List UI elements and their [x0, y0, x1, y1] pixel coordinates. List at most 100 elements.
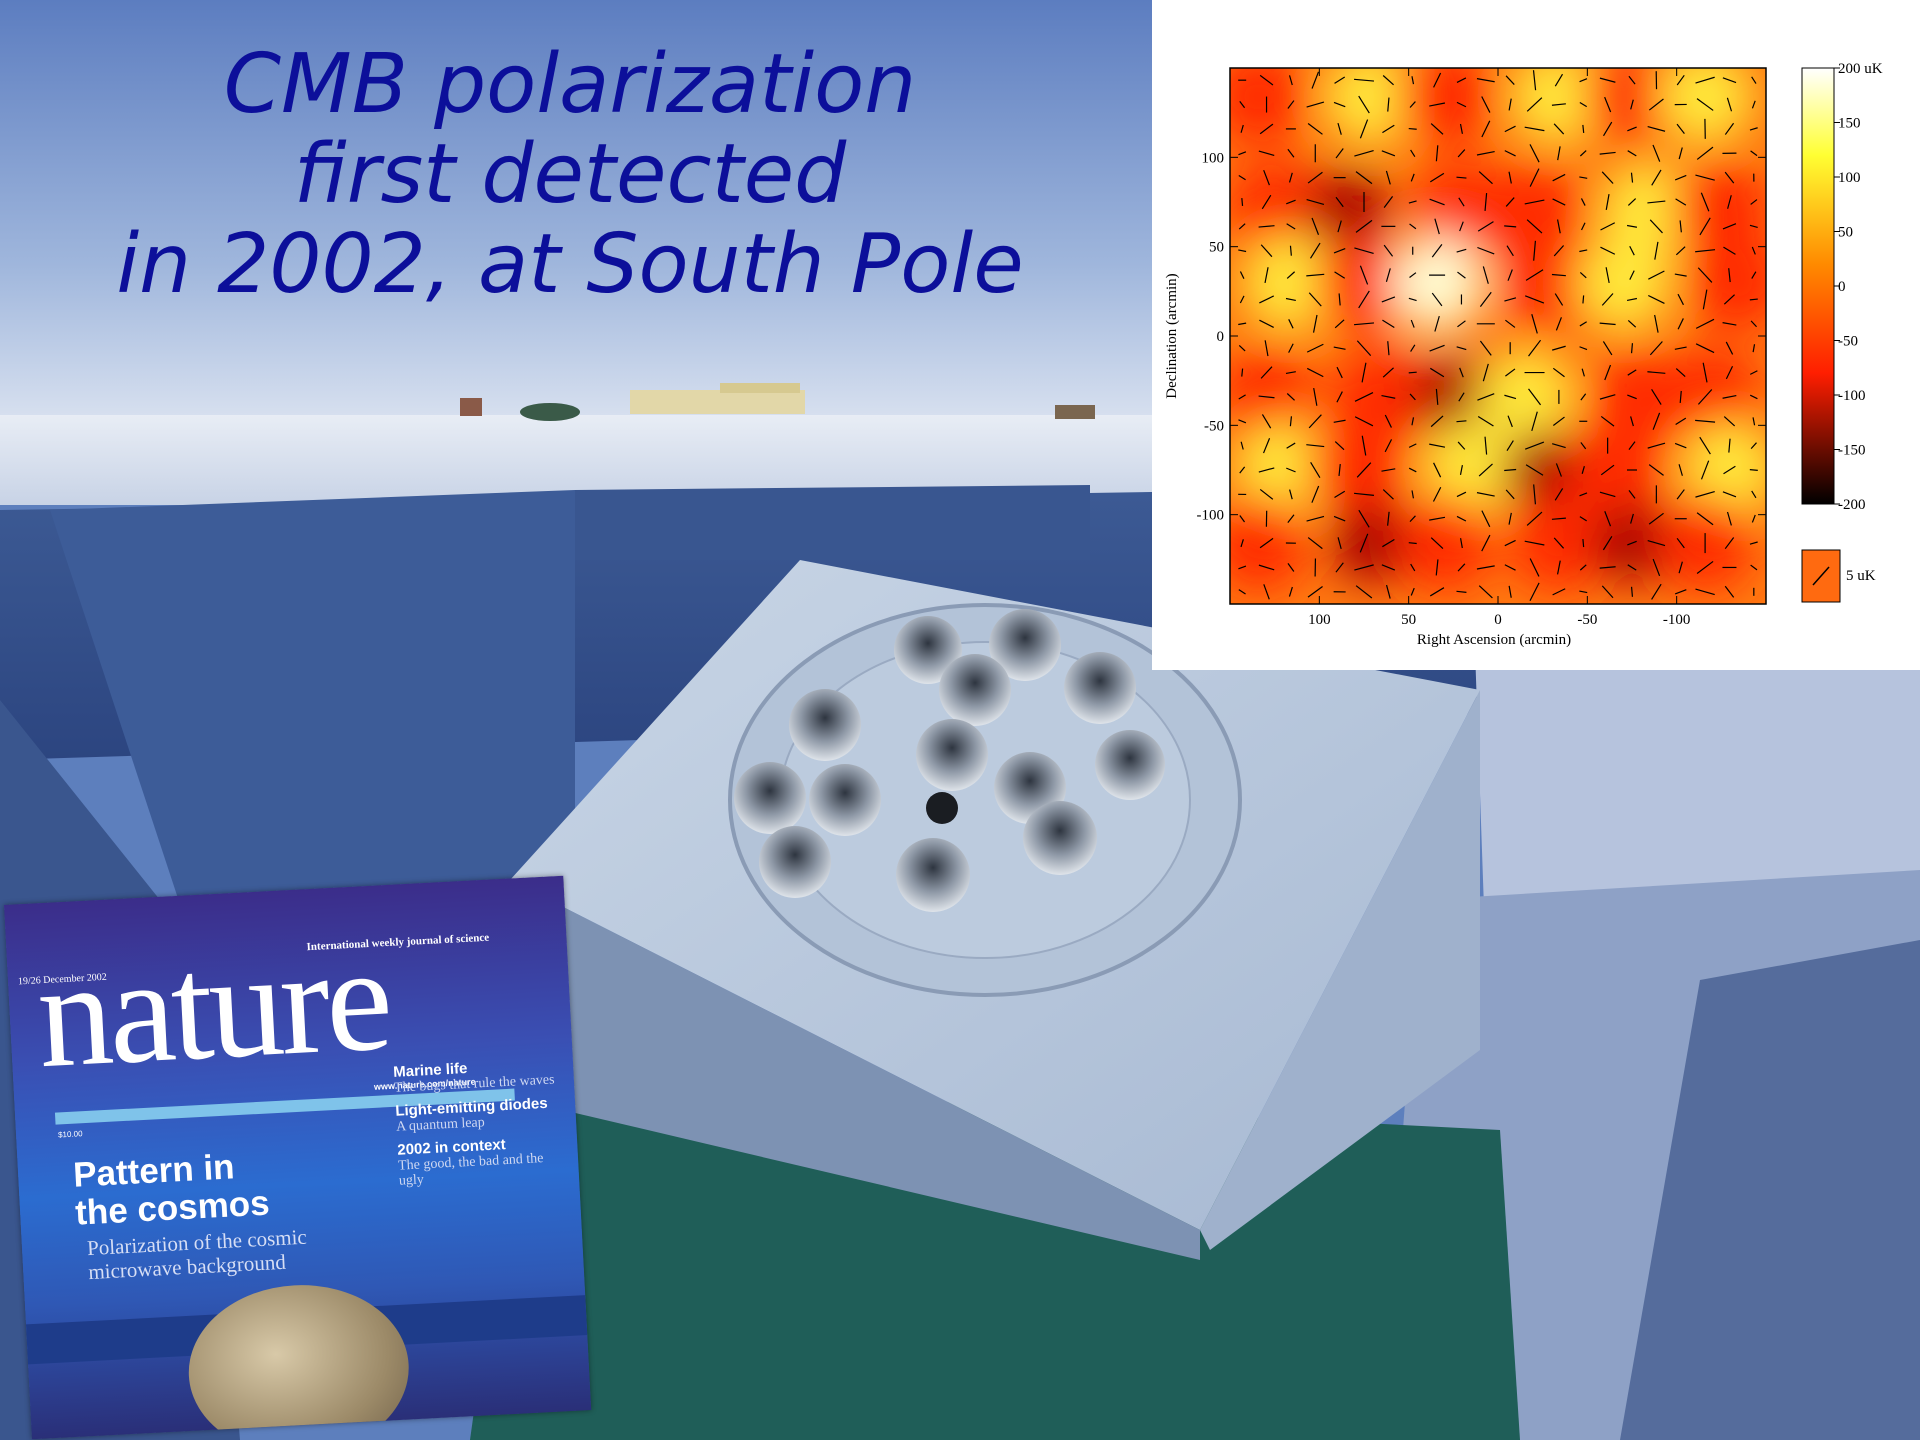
- title-line-1: CMB polarization: [223, 37, 917, 132]
- polarization-vector: [1430, 415, 1444, 428]
- map-patch: [1234, 422, 1331, 518]
- polarization-vector: [1478, 463, 1493, 477]
- polarization-vector: [1433, 462, 1442, 478]
- polarization-vector: [1261, 194, 1272, 210]
- polarization-vector: [1724, 585, 1735, 598]
- y-tick-label: -100: [1197, 508, 1225, 524]
- polarization-vector: [1531, 314, 1538, 334]
- polarization-vector: [1308, 414, 1322, 429]
- polarization-vector: [1579, 271, 1587, 279]
- polarization-vector: [1697, 267, 1713, 283]
- polarization-vector: [1333, 515, 1346, 522]
- polarization-vector: [1337, 220, 1342, 233]
- polarization-vector: [1524, 295, 1545, 304]
- polarization-vector: [1528, 388, 1542, 406]
- polarization-vector: [1478, 585, 1493, 599]
- polarization-vector: [1484, 192, 1488, 212]
- polarization-vector: [1333, 419, 1346, 423]
- polarization-vector: [1752, 417, 1756, 426]
- polarization-vector: [1459, 367, 1464, 378]
- polarization-vector: [1287, 514, 1295, 524]
- map-patch: [1389, 235, 1486, 332]
- polarization-vector: [1579, 516, 1587, 522]
- polarization-vector: [1702, 289, 1708, 310]
- polarization-vector: [1287, 563, 1295, 572]
- polarization-vector: [1647, 126, 1666, 132]
- polarization-vector: [1479, 291, 1492, 308]
- polarization-vector: [1358, 95, 1370, 114]
- polarization-vector: [1695, 588, 1715, 596]
- polarization-vector: [1238, 322, 1247, 326]
- polarization-vector: [1456, 346, 1467, 351]
- map-patch: [1230, 495, 1307, 592]
- polarization-vector: [1524, 126, 1545, 132]
- polarization-vector: [1556, 560, 1561, 575]
- polarization-vector: [1579, 249, 1588, 253]
- polarization-vector: [1241, 368, 1244, 377]
- polarization-vector: [1335, 196, 1344, 208]
- map-patch: [1397, 68, 1494, 145]
- polarization-vector: [1307, 123, 1323, 135]
- polarization-vector: [1307, 586, 1323, 598]
- polarization-vector: [1554, 293, 1564, 306]
- polarization-vector: [1529, 582, 1540, 602]
- polarization-vector: [1481, 96, 1491, 113]
- colorbar: [1801, 67, 1835, 505]
- polarization-vector: [1410, 587, 1415, 596]
- polarization-vector: [1507, 415, 1513, 428]
- polarization-vector: [1385, 268, 1391, 282]
- polarization-vector: [1354, 247, 1374, 255]
- polarization-vector: [1353, 322, 1375, 326]
- colorbar-tick-label: 50: [1838, 225, 1853, 241]
- polarization-vector: [1675, 368, 1686, 378]
- polarization-vector: [1385, 170, 1391, 185]
- polarization-vector: [1358, 290, 1370, 309]
- polarization-vector: [1333, 101, 1346, 108]
- polarization-vector: [1725, 341, 1734, 355]
- polarization-vector: [1264, 267, 1269, 284]
- polarization-vector: [1723, 294, 1735, 305]
- polarization-vector: [1333, 248, 1346, 254]
- polarization-vector: [1238, 249, 1247, 253]
- polarization-vector: [1581, 368, 1585, 377]
- polarization-vector: [1695, 343, 1715, 354]
- polarization-vector: [1626, 224, 1638, 228]
- polarization-vector: [1381, 468, 1396, 472]
- polarization-vector: [1285, 371, 1296, 375]
- polarization-vector: [1481, 534, 1491, 552]
- polarization-vector: [1286, 393, 1295, 401]
- polarization-vector: [1526, 97, 1543, 112]
- polarization-vector: [1335, 562, 1344, 573]
- polarization-vector: [1552, 345, 1566, 351]
- polarization-vector: [1749, 370, 1758, 375]
- polarization-vector: [1600, 246, 1616, 255]
- cover-subhead: Polarization of the cosmic microwave bac…: [86, 1225, 308, 1284]
- polarization-vector: [1654, 314, 1659, 333]
- polarization-vector: [1429, 102, 1446, 107]
- polarization-vector: [1508, 171, 1512, 184]
- polarization-vector: [1676, 489, 1685, 500]
- polarization-vector: [1696, 512, 1714, 526]
- polarization-vector: [1553, 537, 1565, 549]
- polarization-vector: [1263, 169, 1270, 186]
- polarization-vector: [1505, 319, 1516, 328]
- polarization-vector: [1579, 346, 1588, 351]
- polarization-vector: [1579, 78, 1588, 83]
- polarization-vector: [1702, 362, 1708, 383]
- polarization-vector: [1508, 585, 1512, 598]
- polarization-vector: [1722, 322, 1737, 326]
- polarization-vector: [1262, 437, 1271, 454]
- polarization-vector: [1307, 537, 1323, 550]
- polarization-vector: [1628, 490, 1636, 499]
- polarization-vector: [1508, 98, 1512, 111]
- polarization-vector: [1239, 100, 1246, 109]
- polarization-vector: [1600, 464, 1615, 476]
- polarization-vector: [1354, 391, 1374, 402]
- cover-side-item: Light-emitting diodes A quantum leap: [394, 1094, 549, 1135]
- polarization-vector: [1506, 440, 1514, 452]
- polarization-vector: [1749, 298, 1758, 301]
- polarization-vector: [1381, 296, 1396, 303]
- polarization-vector: [1504, 125, 1516, 133]
- polarization-vector: [1678, 147, 1683, 160]
- polarization-vector: [1312, 314, 1318, 333]
